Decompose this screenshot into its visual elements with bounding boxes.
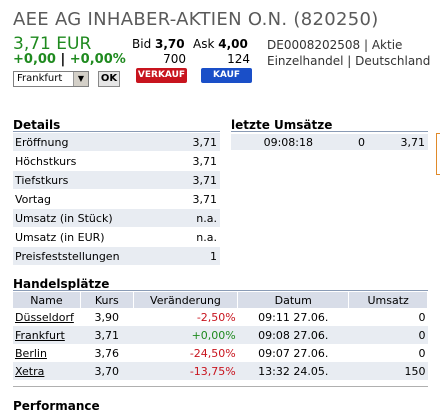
venue-name-cell: Xetra (13, 362, 81, 380)
details-row: Tiefstkurs 3,71 (13, 170, 220, 190)
details-row: Vortag 3,71 (13, 189, 220, 209)
trades-heading: letzte Umsätze (231, 118, 333, 132)
ok-button[interactable]: OK (98, 71, 120, 87)
venue-datum: 09:08 27.06. (237, 326, 349, 344)
venue-kurs: 3,70 (80, 362, 134, 380)
price-change: +0,00 | +0,00% (13, 52, 126, 67)
change-separator: | (60, 52, 66, 67)
details-value: 1 (177, 246, 220, 266)
col-change: Veränderung (133, 292, 239, 308)
side-panel-edge (436, 133, 440, 175)
col-kurs: Kurs (80, 292, 134, 308)
details-value: 3,71 (177, 189, 220, 209)
page-title: AEE AG INHABER-AKTIEN O.N. (820250) (13, 9, 379, 30)
trade-time: 09:08:18 (231, 134, 313, 150)
details-label: Tiefstkurs (13, 170, 178, 190)
details-row: Umsatz (in EUR) n.a. (13, 227, 220, 247)
details-value: 3,71 (177, 133, 220, 152)
venue-change: -2,50% (196, 310, 236, 324)
venue-name-cell: Berlin (13, 344, 80, 362)
change-percent: +0,00% (69, 52, 126, 67)
details-heading: Details (13, 118, 61, 132)
details-value: 3,71 (177, 170, 220, 190)
venue-umsatz: 0 (418, 310, 426, 324)
venue-name-cell: Düsseldorf (13, 308, 80, 326)
bid-quote: Bid 3,70 (132, 37, 185, 51)
buy-button[interactable]: KAUF (201, 68, 252, 83)
details-label: Umsatz (in Stück) (13, 208, 178, 228)
venues-divider (13, 290, 428, 291)
ask-quote: Ask 4,00 (193, 37, 248, 51)
venue-change: -13,75% (133, 362, 238, 380)
exchange-select[interactable]: Frankfurt ▼ (13, 71, 89, 87)
trades-divider (231, 131, 428, 132)
current-price: 3,71 EUR (13, 34, 92, 54)
trades-table: 09:08:18 0 3,71 (231, 134, 428, 150)
venue-link[interactable]: Düsseldorf (15, 310, 74, 324)
change-absolute: +0,00 (13, 52, 56, 67)
details-label: Preisfeststellungen (13, 246, 178, 266)
sector-country: Einzelhandel | Deutschland (267, 54, 431, 68)
sell-button[interactable]: VERKAUF (136, 68, 187, 83)
ask-value: 4,00 (218, 37, 248, 51)
venue-change: +0,00% (133, 326, 238, 344)
trade-volume: 0 (313, 134, 365, 150)
venue-umsatz: 0 (348, 326, 428, 344)
details-divider (13, 131, 220, 132)
venue-row: Berlin 3,76 -24,50% 09:07 27.06. 0 (13, 344, 428, 362)
venue-umsatz: 0 (418, 346, 426, 360)
col-datum: Datum (237, 292, 350, 308)
venue-umsatz: 150 (348, 362, 428, 380)
venue-link[interactable]: Frankfurt (15, 328, 65, 342)
venue-datum: 09:11 27.06. (258, 310, 329, 324)
details-value: 3,71 (177, 151, 220, 171)
trade-price: 3,71 (365, 134, 428, 150)
venues-header-row: Name Kurs Veränderung Datum Umsatz (13, 292, 428, 308)
venues-heading: Handelsplätze (13, 277, 110, 291)
ask-label: Ask (193, 37, 215, 51)
details-row: Umsatz (in Stück) n.a. (13, 208, 220, 228)
venue-link[interactable]: Xetra (15, 364, 45, 378)
venue-datum: 09:07 27.06. (258, 346, 329, 360)
details-table: Eröffnung 3,71 Höchstkurs 3,71 Tiefstkurs 3,7… (13, 133, 220, 266)
chevron-down-icon[interactable]: ▼ (73, 72, 88, 86)
col-name: Name (13, 292, 81, 308)
venue-row: Düsseldorf 3,90 -2,50% 09:11 27.06. 0 (13, 308, 428, 326)
col-umsatz: Umsatz (348, 292, 428, 308)
details-row: Höchstkurs 3,71 (13, 151, 220, 171)
details-label: Umsatz (in EUR) (13, 227, 178, 247)
venue-row: Xetra 3,70 -13,75% 13:32 24.05. 150 (13, 362, 428, 380)
venue-change: -24,50% (189, 346, 236, 360)
details-label: Vortag (13, 189, 178, 209)
details-row: Preisfeststellungen 1 (13, 246, 220, 266)
venues-table: Name Kurs Veränderung Datum Umsatz Düsse… (13, 292, 428, 380)
bid-size: 700 (163, 52, 186, 66)
venue-name-cell: Frankfurt (13, 326, 81, 344)
venue-kurs: 3,76 (94, 346, 120, 360)
venue-datum: 13:32 24.05. (237, 362, 349, 380)
details-label: Höchstkurs (13, 151, 178, 171)
details-row: Eröffnung 3,71 (13, 133, 220, 152)
venue-row: Frankfurt 3,71 +0,00% 09:08 27.06. 0 (13, 326, 428, 344)
ask-size: 124 (227, 52, 250, 66)
performance-heading: Performance (13, 399, 100, 413)
trade-row: 09:08:18 0 3,71 (231, 134, 428, 150)
bid-label: Bid (132, 37, 152, 51)
venue-kurs: 3,71 (80, 326, 134, 344)
details-label: Eröffnung (13, 133, 178, 152)
isin-type: DE0008202508 | Aktie (267, 38, 403, 52)
details-value: n.a. (177, 208, 220, 228)
venue-kurs: 3,90 (94, 310, 120, 324)
bid-value: 3,70 (155, 37, 185, 51)
details-value: n.a. (177, 227, 220, 247)
bottom-divider (13, 386, 428, 387)
venue-link[interactable]: Berlin (15, 346, 47, 360)
exchange-select-value: Frankfurt (17, 73, 63, 84)
